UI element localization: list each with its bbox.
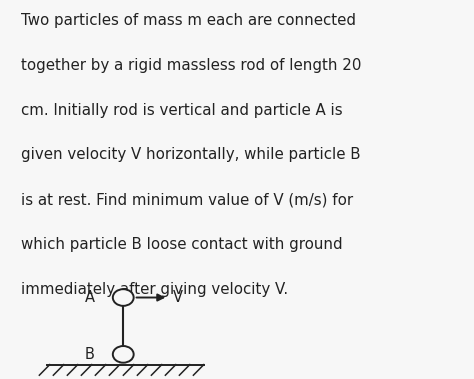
Text: immediately after giving velocity V.: immediately after giving velocity V. [21,282,289,297]
Text: cm. Initially rod is vertical and particle A is: cm. Initially rod is vertical and partic… [21,103,343,118]
Circle shape [113,346,134,363]
Text: Two particles of mass m each are connected: Two particles of mass m each are connect… [21,13,356,28]
Circle shape [113,289,134,306]
Text: together by a rigid massless rod of length 20: together by a rigid massless rod of leng… [21,58,362,73]
Text: V: V [173,290,183,305]
Text: which particle B loose contact with ground: which particle B loose contact with grou… [21,237,343,252]
Text: given velocity V horizontally, while particle B: given velocity V horizontally, while par… [21,147,361,163]
Text: B: B [85,347,95,362]
Text: is at rest. Find minimum value of V (m/s) for: is at rest. Find minimum value of V (m/s… [21,192,354,207]
Text: A: A [85,290,95,305]
